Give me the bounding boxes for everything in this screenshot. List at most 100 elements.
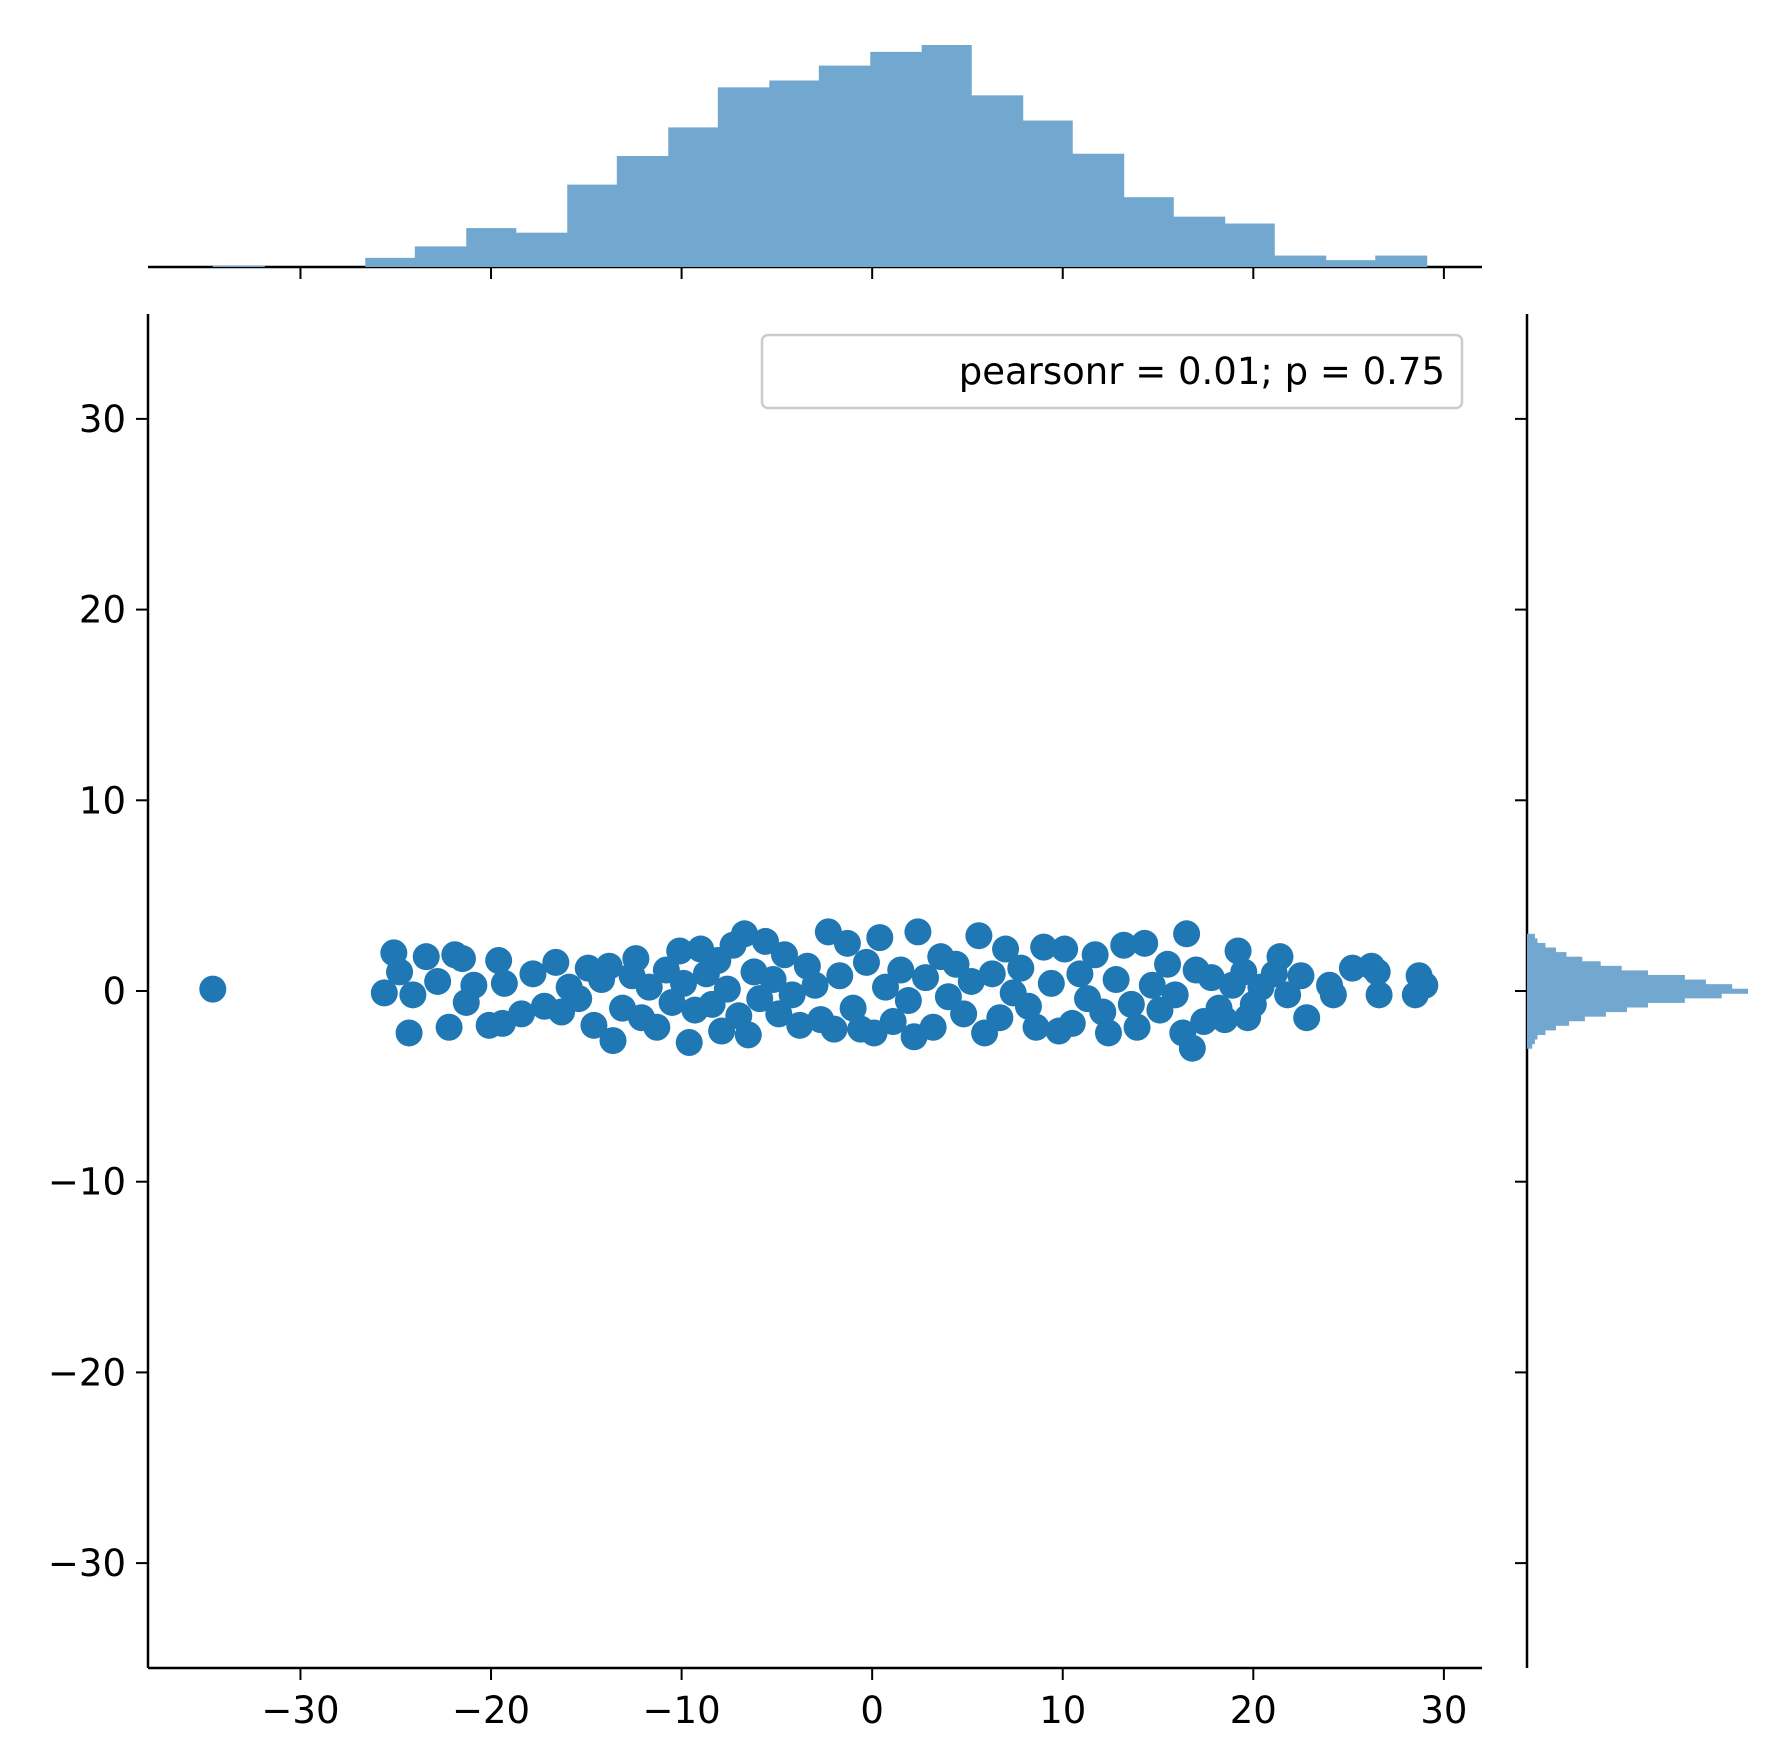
y-histogram-bar — [1527, 1039, 1535, 1045]
scatter-point — [1094, 1019, 1122, 1047]
scatter-point — [395, 1019, 423, 1047]
scatter-point — [412, 943, 440, 971]
scatter-point — [759, 966, 787, 994]
x-histogram-bar — [466, 228, 517, 267]
scatter-point — [670, 969, 698, 997]
y-histogram-bar — [1527, 1020, 1570, 1026]
scatter-point — [879, 1008, 907, 1036]
scatter-point — [778, 981, 806, 1009]
y-tick-label: 10 — [79, 779, 126, 822]
scatter-point — [1030, 933, 1058, 961]
x-tick-label: 10 — [1039, 1689, 1086, 1732]
y-histogram-bar — [1527, 1043, 1533, 1049]
scatter-point — [666, 937, 694, 965]
y-marginal-histogram — [1515, 314, 1748, 1668]
scatter-point — [1363, 958, 1391, 986]
x-histogram-bar — [717, 87, 770, 267]
scatter-point — [1178, 1034, 1206, 1062]
scatter-point — [643, 1013, 671, 1041]
y-tick-label: −10 — [48, 1161, 126, 1204]
y-histogram-bar — [1527, 1002, 1649, 1008]
scatter-point — [399, 981, 427, 1009]
scatter-point — [565, 985, 593, 1013]
scatter-point — [635, 973, 663, 1001]
scatter-point — [1058, 1009, 1086, 1037]
scatter-point — [751, 927, 779, 955]
scatter-point — [1110, 931, 1138, 959]
y-histogram-bar — [1527, 1025, 1556, 1031]
scatter-point — [801, 971, 829, 999]
scatter-point — [1293, 1004, 1321, 1032]
scatter-point — [833, 929, 861, 957]
scatter-point — [957, 967, 985, 995]
scatter-point — [595, 952, 623, 980]
scatter-point — [599, 1027, 627, 1055]
legend: pearsonr = 0.01; p = 0.75 — [760, 333, 1464, 410]
scatter-point — [734, 1021, 762, 1049]
scatter-point — [1037, 969, 1065, 997]
y-histogram-bar — [1527, 942, 1546, 949]
scatter-point — [746, 985, 774, 1013]
x-histogram-bar — [567, 184, 618, 267]
x-tick-label: −30 — [261, 1689, 339, 1732]
x-tick-label: −10 — [643, 1689, 721, 1732]
scatter-point — [460, 971, 488, 999]
scatter-point — [519, 960, 547, 988]
scatter-point — [1274, 981, 1302, 1009]
scatter-point — [839, 994, 867, 1022]
scatter-point — [1066, 960, 1094, 988]
y-tick-label: 20 — [79, 589, 126, 632]
scatter-point — [1319, 981, 1347, 1009]
scatter-point — [965, 922, 993, 950]
scatter-point — [852, 948, 880, 976]
scatter-point — [199, 975, 227, 1003]
y-tick-label: −30 — [48, 1542, 126, 1585]
scatter-point — [1117, 990, 1145, 1018]
x-histogram-bar — [971, 95, 1024, 267]
scatter-point — [1123, 1013, 1151, 1041]
x-histogram-bar — [1325, 260, 1376, 267]
y-histogram-bar — [1527, 974, 1685, 981]
scatter-point — [1287, 962, 1315, 990]
scatter-point — [448, 945, 476, 973]
x-histogram-bar — [1375, 255, 1428, 267]
scatter-point — [713, 975, 741, 1003]
x-histogram-bar — [921, 45, 972, 267]
x-histogram-bar — [365, 257, 416, 267]
y-tick-label: 30 — [79, 398, 126, 441]
scatter-point — [1154, 950, 1182, 978]
scatter-point — [386, 958, 414, 986]
scatter-point — [894, 987, 922, 1015]
legend-box — [760, 333, 1464, 410]
y-histogram-bar — [1527, 961, 1601, 967]
x-histogram-bar — [616, 156, 669, 267]
y-histogram-bar — [1527, 1007, 1627, 1013]
legend-label: pearsonr = 0.01; p = 0.75 — [959, 350, 1445, 393]
scatter-point — [675, 1028, 703, 1056]
scatter-point — [904, 918, 932, 946]
scatter-point — [765, 1000, 793, 1028]
scatter-point — [1022, 1013, 1050, 1041]
x-histogram-bar — [1274, 255, 1327, 267]
scatter-point — [730, 920, 758, 948]
x-histogram-bar — [818, 65, 871, 268]
scatter-point — [978, 960, 1006, 988]
scatter-point — [1411, 971, 1439, 999]
x-histogram-bar — [414, 246, 467, 267]
scatter-point — [1161, 981, 1189, 1009]
y-histogram-bar — [1527, 965, 1622, 971]
scatter-point — [1014, 992, 1042, 1020]
scatter-point — [485, 946, 513, 974]
scatter-point — [1051, 935, 1079, 963]
scatter-point — [370, 979, 398, 1007]
scatter-point — [820, 1015, 848, 1043]
scatter-point — [826, 962, 854, 990]
x-histogram-bar — [1072, 153, 1125, 267]
scatter-point — [424, 967, 452, 995]
scatter-point — [490, 969, 518, 997]
y-histogram-bar — [1527, 952, 1567, 958]
scatter-point — [1224, 937, 1252, 965]
scatter-point — [1266, 943, 1294, 971]
scatter-point — [919, 1013, 947, 1041]
y-histogram-bar — [1527, 979, 1706, 985]
